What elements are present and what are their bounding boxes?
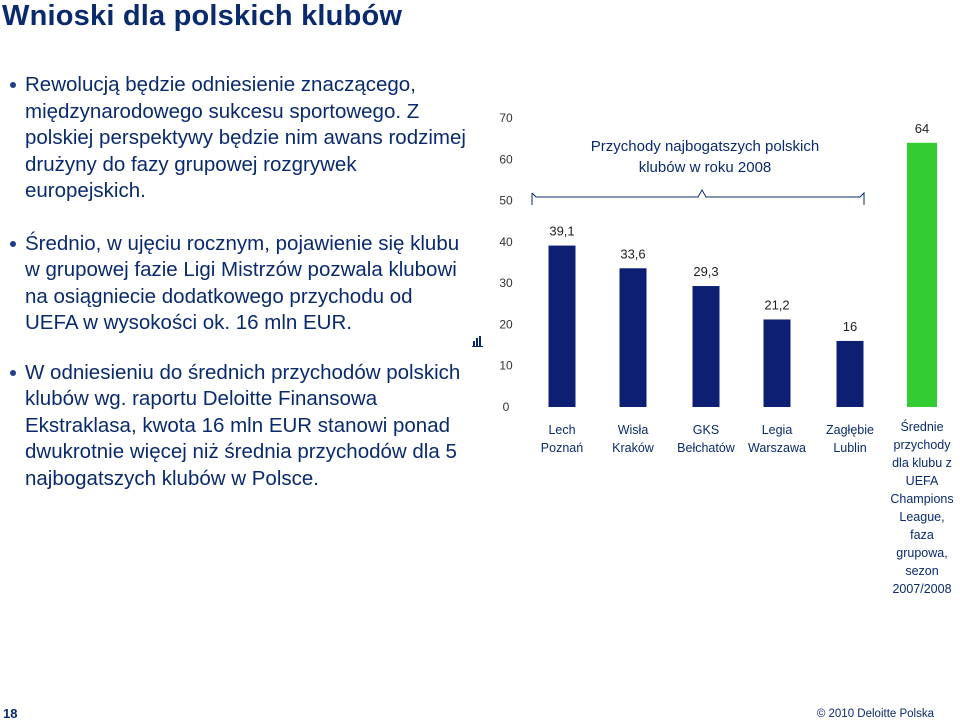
- category-label: sezon: [905, 564, 938, 578]
- bullet-text: Rewolucją będzie odniesienie znaczącego,…: [25, 73, 466, 202]
- bar: [907, 142, 937, 407]
- category-label: Poznań: [541, 441, 583, 455]
- bullet-item: Rewolucją będzie odniesienie znaczącego,…: [6, 72, 466, 205]
- category-label: dla klubu z: [892, 456, 952, 470]
- bullet-text: W odniesieniu do średnich przychodów pol…: [25, 360, 461, 490]
- annotation-line-1: Przychody najbogatszych polskich: [591, 138, 819, 155]
- y-tick-label: 70: [499, 111, 513, 125]
- category-labels: Lech Poznań Wisła Kraków GKS Bełchatów Legia Wa…: [541, 419, 954, 596]
- category-label: UEFA: [906, 474, 939, 488]
- bullet-icon: [10, 82, 16, 88]
- y-tick-label: 0: [503, 400, 510, 414]
- data-label: 33,6: [620, 246, 645, 261]
- y-axis: 0 10 20 30 40 50 60 70: [499, 111, 513, 414]
- slide-title: Wnioski dla polskich klubów: [2, 0, 403, 32]
- value-labels: 39,1 33,6 29,3 21,2 16 64: [549, 121, 929, 334]
- bullet-list: Rewolucją będzie odniesienie znaczącego,…: [6, 72, 466, 492]
- category-label: Lublin: [833, 441, 866, 455]
- annotation-bracket: [531, 188, 865, 205]
- annotation-line-2: klubów w roku 2008: [639, 159, 772, 176]
- bar: [763, 319, 791, 407]
- page-number: 18: [3, 706, 18, 721]
- bullet-item: Średnio, w ujęciu rocznym, pojawienie si…: [6, 231, 466, 337]
- category-label: GKS: [693, 423, 719, 437]
- category-label: Champions: [890, 492, 953, 506]
- bar: [836, 340, 864, 407]
- bar: [619, 268, 647, 407]
- y-tick-label: 10: [499, 359, 513, 373]
- category-label: Legia: [762, 423, 793, 437]
- category-label: Warszawa: [748, 441, 806, 455]
- data-label: 16: [843, 319, 857, 334]
- bullet-item: W odniesieniu do średnich przychodów pol…: [6, 360, 466, 493]
- data-label: 29,3: [693, 264, 718, 279]
- bullet-text: Średnio, w ujęciu rocznym, pojawienie si…: [25, 231, 460, 335]
- category-label: faza: [910, 528, 934, 542]
- bars: [548, 142, 937, 407]
- data-label: 39,1: [549, 224, 574, 239]
- category-label: Zagłębie: [826, 423, 874, 437]
- y-tick-label: 50: [499, 194, 513, 208]
- category-label: grupowa,: [896, 546, 947, 560]
- category-label: Średnie: [900, 419, 943, 434]
- y-tick-label: 60: [499, 152, 513, 166]
- data-label: 64: [915, 121, 929, 136]
- bar: [692, 286, 720, 407]
- copyright-text: © 2010 Deloitte Polska: [816, 708, 934, 720]
- bar: [548, 245, 576, 407]
- category-label: 2007/2008: [892, 582, 951, 596]
- y-tick-label: 20: [499, 317, 513, 331]
- bullet-icon: [10, 369, 16, 376]
- category-label: Wisła: [618, 423, 649, 437]
- category-label: Bełchatów: [677, 441, 736, 455]
- category-label: League,: [899, 510, 944, 524]
- y-tick-label: 40: [499, 235, 513, 249]
- data-label: 21,2: [764, 297, 789, 312]
- category-label: Lech: [548, 423, 575, 437]
- category-label: przychody: [894, 438, 952, 452]
- category-label: Kraków: [612, 441, 655, 455]
- bullet-icon: [10, 240, 16, 247]
- y-tick-label: 30: [499, 276, 513, 290]
- small-chart-icon: [472, 336, 483, 347]
